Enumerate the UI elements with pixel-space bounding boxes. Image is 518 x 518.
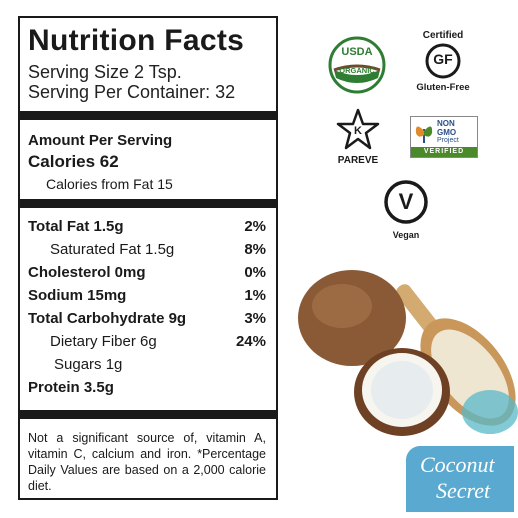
vegan-mark: V	[398, 189, 414, 214]
coconut-illustration	[298, 270, 518, 436]
serving-size: Serving Size 2 Tsp.	[28, 62, 182, 82]
nutrient-name: Dietary Fiber 6g	[50, 333, 157, 350]
thick-divider	[20, 199, 276, 208]
verified-bar: VERIFIED	[411, 147, 477, 157]
nutrient-row-total-carbohydrate: Total Carbohydrate 9g 3%	[28, 310, 266, 330]
certified-label: Certified	[422, 30, 464, 41]
nutrient-row-saturated-fat: Saturated Fat 1.5g 8%	[28, 241, 266, 261]
non-gmo-badge: NON GMO Project VERIFIED	[410, 116, 478, 158]
nutrient-row-cholesterol: Cholesterol 0mg 0%	[28, 264, 266, 284]
nutrient-daily-value: 1%	[244, 287, 266, 304]
gluten-free-badge: Certified GF Gluten-Free	[408, 30, 478, 96]
brand-name-line-1: Coconut	[420, 452, 495, 477]
kosher-star-icon	[336, 108, 380, 150]
nutrient-row-sodium: Sodium 15mg 1%	[28, 287, 266, 307]
brand-name-line-2: Secret	[436, 478, 491, 503]
nutrient-daily-value: 3%	[244, 310, 266, 327]
nutrient-row-protein: Protein 3.5g	[28, 379, 266, 399]
butterfly-icon	[415, 126, 433, 143]
vegan-badge: V Vegan	[380, 180, 432, 246]
footnote: Not a significant source of, vitamin A, …	[28, 431, 266, 493]
vegan-label: Vegan	[392, 230, 420, 240]
thick-divider	[20, 111, 276, 120]
coconut-secret-logo: Coconut Secret	[406, 446, 514, 512]
calories-from-fat: Calories from Fat 15	[46, 176, 173, 192]
nutrient-name: Sodium 15mg	[28, 287, 127, 304]
scoop-handle	[396, 284, 440, 336]
nutrient-name: Sugars 1g	[54, 356, 123, 373]
vegan-circle-icon	[384, 180, 428, 224]
kosher-pareve-badge: K PAREVE	[326, 108, 390, 172]
gf-circle-icon	[425, 43, 461, 79]
nutrient-name: Total Carbohydrate 9g	[28, 310, 187, 327]
calories: Calories 62	[28, 152, 119, 171]
thick-divider	[20, 410, 276, 419]
usda-label: USDA	[341, 46, 373, 58]
nutrient-row-sugars: Sugars 1g	[28, 356, 266, 376]
nutrient-daily-value: 2%	[244, 218, 266, 235]
verified-label: VERIFIED	[423, 148, 465, 155]
nutrient-name: Cholesterol 0mg	[28, 264, 146, 281]
gf-mark: GF	[433, 51, 453, 67]
pareve-label: PAREVE	[337, 155, 379, 166]
nutrition-facts-panel: Nutrition Facts Serving Size 2 Tsp. Serv…	[18, 16, 278, 500]
non-label: NON	[437, 119, 455, 128]
nutrient-daily-value: 8%	[244, 241, 266, 258]
gmo-label: GMO	[437, 128, 457, 137]
nutrient-name: Total Fat 1.5g	[28, 218, 124, 235]
nutrient-row-dietary-fiber: Dietary Fiber 6g 24%	[28, 333, 266, 353]
kosher-letter: K	[354, 125, 362, 137]
nutrient-daily-value: 0%	[244, 264, 266, 281]
nutrition-facts-title: Nutrition Facts	[28, 24, 245, 57]
usda-organic-seal-icon	[328, 36, 386, 94]
project-label: Project	[437, 137, 459, 144]
organic-label: ORGANIC	[339, 66, 375, 75]
usda-organic-badge: USDA ORGANIC	[328, 36, 386, 99]
nutrient-name: Saturated Fat 1.5g	[50, 241, 175, 258]
nutrient-row-total-fat: Total Fat 1.5g 2%	[28, 218, 266, 238]
servings-per-container: Serving Per Container: 32	[28, 82, 236, 102]
nutrient-daily-value: 24%	[235, 333, 266, 350]
nutrient-name: Protein 3.5g	[28, 379, 114, 396]
gluten-free-label: Gluten-Free	[416, 82, 470, 93]
amount-per-serving: Amount Per Serving	[28, 132, 173, 149]
